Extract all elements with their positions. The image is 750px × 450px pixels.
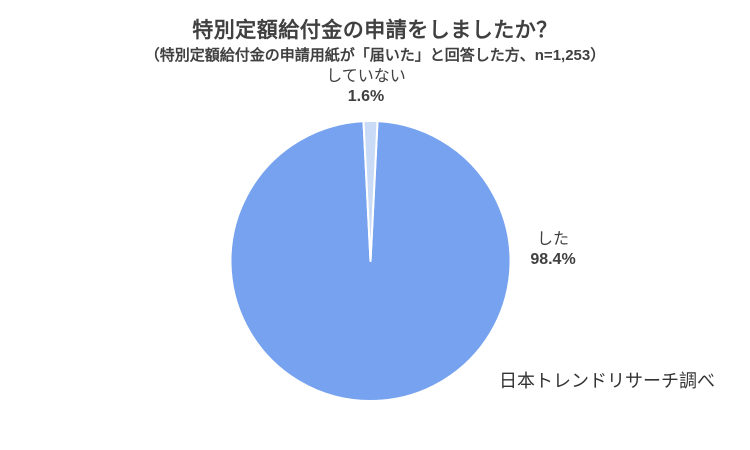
chart-title: 特別定額給付金の申請をしましたか？ <box>192 19 558 42</box>
label-did-not-apply-value: 1.6% <box>347 88 385 105</box>
label-did-apply-value: 98.4% <box>530 251 576 268</box>
label-did-apply: した 98.4% <box>530 230 575 270</box>
pie-slice-did-not-apply <box>362 120 379 262</box>
chart-subtitle: （特別定額給付金の申請用紙が「届いた」と回答した方、n=1,253） <box>144 47 606 64</box>
source-credit: 日本トレンドリサーチ調べ <box>499 371 715 391</box>
label-did-not-apply: していない 1.6% <box>326 67 406 107</box>
label-did-apply-name: した <box>536 231 569 248</box>
label-did-not-apply-name: していない <box>326 68 406 85</box>
